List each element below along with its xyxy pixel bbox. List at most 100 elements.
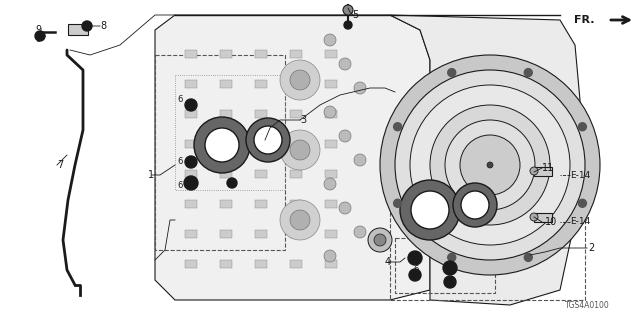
- Bar: [325, 260, 337, 268]
- Circle shape: [339, 202, 351, 214]
- Bar: [255, 80, 267, 88]
- Bar: [325, 140, 337, 148]
- Text: 9: 9: [35, 25, 41, 35]
- Bar: [290, 80, 302, 88]
- Bar: [220, 170, 232, 178]
- Bar: [325, 170, 337, 178]
- Circle shape: [474, 149, 506, 181]
- Circle shape: [579, 199, 586, 207]
- Bar: [185, 110, 197, 118]
- Text: 5: 5: [352, 10, 358, 20]
- Circle shape: [447, 122, 533, 208]
- Circle shape: [412, 87, 568, 243]
- Bar: [220, 260, 232, 268]
- Bar: [185, 260, 197, 268]
- Circle shape: [354, 226, 366, 238]
- Circle shape: [184, 176, 198, 190]
- Bar: [175, 75, 285, 190]
- Text: 6: 6: [413, 266, 419, 275]
- Circle shape: [410, 85, 570, 245]
- Circle shape: [324, 250, 336, 262]
- Circle shape: [290, 210, 310, 230]
- Bar: [290, 200, 302, 208]
- Circle shape: [280, 60, 320, 100]
- Text: E-14: E-14: [570, 218, 590, 227]
- Bar: [220, 50, 232, 58]
- Circle shape: [380, 55, 600, 275]
- Circle shape: [205, 128, 239, 162]
- Bar: [68, 24, 88, 35]
- Text: 6: 6: [177, 180, 182, 189]
- Circle shape: [324, 106, 336, 118]
- Bar: [290, 170, 302, 178]
- Circle shape: [453, 183, 497, 227]
- Bar: [255, 170, 267, 178]
- Circle shape: [368, 228, 392, 252]
- Text: 6: 6: [177, 95, 182, 105]
- Circle shape: [430, 105, 550, 225]
- Text: 11: 11: [542, 163, 554, 173]
- Bar: [220, 230, 232, 238]
- Circle shape: [579, 123, 586, 131]
- Bar: [220, 200, 232, 208]
- Circle shape: [432, 107, 548, 223]
- Text: 2: 2: [588, 243, 595, 253]
- Circle shape: [254, 126, 282, 154]
- Circle shape: [290, 140, 310, 160]
- Bar: [185, 230, 197, 238]
- Text: 10: 10: [545, 217, 557, 227]
- Bar: [290, 110, 302, 118]
- Circle shape: [448, 253, 456, 261]
- Bar: [255, 260, 267, 268]
- Circle shape: [354, 82, 366, 94]
- Circle shape: [409, 269, 421, 281]
- Circle shape: [445, 120, 535, 210]
- Circle shape: [524, 68, 532, 76]
- Circle shape: [185, 99, 197, 111]
- Bar: [185, 200, 197, 208]
- Circle shape: [397, 72, 583, 258]
- Text: 6: 6: [448, 266, 453, 275]
- Circle shape: [524, 253, 532, 261]
- Circle shape: [462, 137, 518, 193]
- Circle shape: [324, 178, 336, 190]
- Text: 6: 6: [448, 281, 453, 290]
- Bar: [255, 140, 267, 148]
- Circle shape: [344, 21, 352, 29]
- Bar: [255, 50, 267, 58]
- Text: 7: 7: [57, 160, 63, 170]
- Circle shape: [227, 178, 237, 188]
- Bar: [325, 200, 337, 208]
- Circle shape: [374, 234, 386, 246]
- Circle shape: [444, 276, 456, 288]
- Circle shape: [324, 34, 336, 46]
- Text: E-14: E-14: [570, 171, 590, 180]
- Circle shape: [530, 167, 538, 175]
- Bar: [155, 55, 285, 250]
- Circle shape: [339, 130, 351, 142]
- Circle shape: [482, 157, 498, 173]
- Circle shape: [185, 156, 197, 168]
- Text: 8: 8: [100, 21, 106, 31]
- Bar: [325, 50, 337, 58]
- Bar: [390, 185, 585, 300]
- Text: TGS4A0100: TGS4A0100: [565, 301, 610, 310]
- Text: 4: 4: [385, 257, 391, 267]
- Bar: [534, 167, 552, 176]
- Circle shape: [395, 70, 585, 260]
- Bar: [255, 200, 267, 208]
- Bar: [255, 110, 267, 118]
- Circle shape: [408, 251, 422, 265]
- Text: 3: 3: [300, 115, 306, 125]
- Text: 1: 1: [148, 170, 154, 180]
- Circle shape: [443, 261, 457, 275]
- Bar: [290, 230, 302, 238]
- Bar: [220, 110, 232, 118]
- Circle shape: [280, 200, 320, 240]
- Circle shape: [194, 117, 250, 173]
- Bar: [395, 238, 495, 293]
- Bar: [255, 230, 267, 238]
- Bar: [325, 110, 337, 118]
- Text: 6: 6: [177, 157, 182, 166]
- Circle shape: [530, 213, 538, 221]
